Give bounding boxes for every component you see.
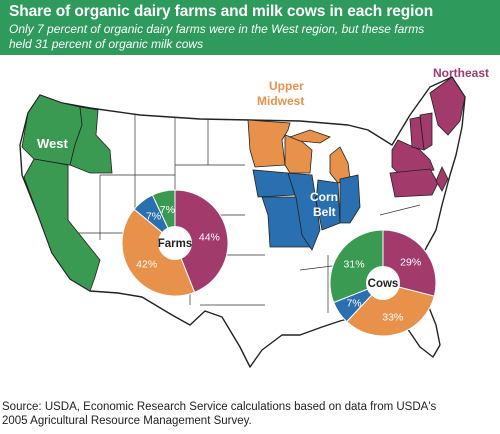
region-upper-midwest [247,119,351,184]
pie-title-cows: Cows [368,278,399,290]
label-upper-midwest-1: Upper [269,79,304,93]
pie-label-cows-northeast: 29% [400,257,421,269]
label-west: West [37,136,68,151]
pie-label-farms-corn-belt: 7% [146,210,161,222]
pie-label-farms-northeast: 44% [199,231,220,243]
pie-label-farms-upper-midwest: 42% [136,259,157,271]
pie-center-cows [366,266,400,300]
pie-title-farms: Farms [158,238,193,250]
chart-subtitle: Only 7 percent of organic dairy farms we… [9,22,492,52]
pie-label-cows-corn-belt: 7% [346,298,361,310]
pie-label-cows-upper-midwest: 33% [382,312,403,324]
region-west [21,94,113,292]
pie-chart-cows: 29% 33% 7% 31%Cows [329,229,437,337]
region-corn-belt [252,169,361,251]
subtitle-line-1: Only 7 percent of organic dairy farms we… [9,22,425,36]
source-note: Source: USDA, Economic Research Service … [2,400,498,428]
label-corn-belt-1: Corn [310,190,338,204]
pie-chart-farms: 44% 42% 7%7% Farms [121,189,229,297]
pie-label-cows-west: 31% [344,258,365,270]
region-northeast [389,76,466,198]
pie-label-farms-west: 7% [160,204,175,216]
source-line-2: 2005 Agricultural Resource Management Su… [2,415,252,427]
label-northeast: Northeast [433,66,489,80]
pie-center-farms [158,226,192,260]
pie-slice-farms-upper-midwest [121,208,196,297]
us-map: West Upper Midwest Corn Belt Northeast 4… [19,66,489,368]
chart-title: Share of organic dairy farms and milk co… [9,3,434,20]
chart-header: Share of organic dairy farms and milk co… [0,0,500,55]
pie-slice-cows-upper-midwest [346,282,435,337]
label-upper-midwest-2: Midwest [257,94,304,108]
subtitle-line-2: held 31 percent of organic milk cows [9,37,204,51]
label-corn-belt-2: Belt [313,205,336,219]
source-line-1: Source: USDA, Economic Research Service … [2,401,437,413]
pie-slice-farms-northeast [174,189,229,293]
